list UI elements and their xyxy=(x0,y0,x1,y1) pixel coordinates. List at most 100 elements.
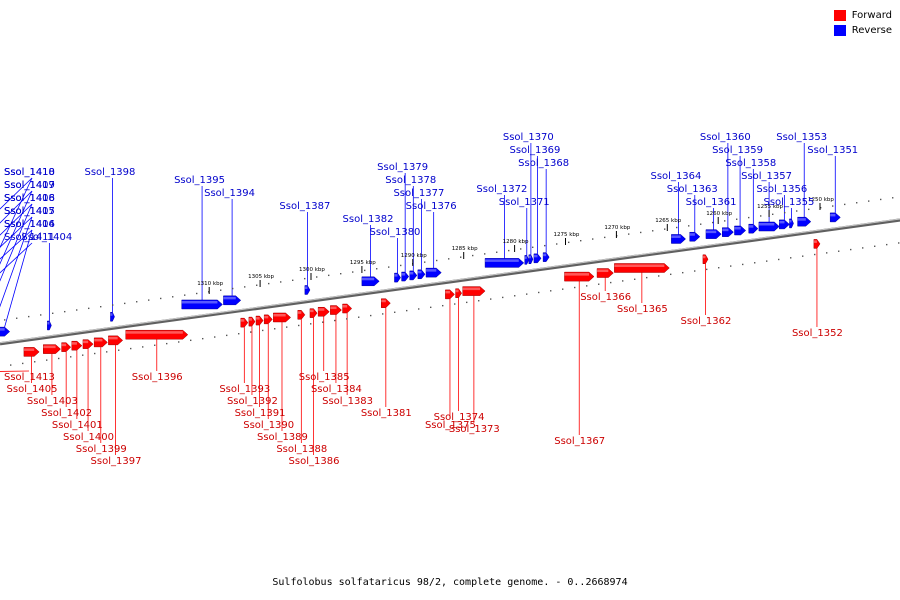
gene-arrow-Ssol_1398[interactable] xyxy=(110,312,115,322)
gene-arrow-Ssol_1359[interactable] xyxy=(734,225,747,236)
gene-arrow-Ssol_1355[interactable] xyxy=(789,218,794,229)
gene-label-Ssol_1377[interactable]: Ssol_1377 xyxy=(393,188,444,199)
gene-arrow-Ssol_1381[interactable] xyxy=(380,298,391,308)
gene-arrow-Ssol_1374[interactable] xyxy=(455,288,462,298)
gene-label-Ssol_1392[interactable]: Ssol_1392 xyxy=(227,396,278,407)
gene-label-Ssol_1403[interactable]: Ssol_1403 xyxy=(27,396,78,407)
gene-label-Ssol_1399[interactable]: Ssol_1399 xyxy=(76,444,127,455)
gene-arrow-Ssol_1387[interactable] xyxy=(304,285,311,295)
gene-arrow-Ssol_1357[interactable] xyxy=(758,221,780,232)
gene-arrow-Ssol_1367[interactable] xyxy=(564,271,595,282)
gene-label-Ssol_1359[interactable]: Ssol_1359 xyxy=(712,145,763,156)
gene-arrow-Ssol_1372[interactable] xyxy=(484,258,525,268)
gene-label-Ssol_1404[interactable]: Ssol_1404 xyxy=(21,232,72,243)
gene-arrow-Ssol_1385[interactable] xyxy=(317,306,330,317)
gene-label-Ssol_1370[interactable]: Ssol_1370 xyxy=(503,132,554,143)
gene-label-Ssol_1394[interactable]: Ssol_1394 xyxy=(204,188,255,199)
gene-label-Ssol_1387[interactable]: Ssol_1387 xyxy=(279,201,330,212)
gene-label-Ssol_1391[interactable]: Ssol_1391 xyxy=(235,408,286,419)
gene-arrow-Ssol_1390[interactable] xyxy=(263,314,273,325)
gene-label-Ssol_1402[interactable]: Ssol_1402 xyxy=(41,408,92,419)
gene-arrow-Ssol_1397[interactable] xyxy=(108,335,124,346)
gene-arrow-Ssol_1378[interactable] xyxy=(409,270,418,281)
gene-label-Ssol_1375[interactable]: Ssol_1375 xyxy=(425,420,476,431)
gene-label-Ssol_1386[interactable]: Ssol_1386 xyxy=(289,456,340,467)
gene-label-Ssol_1355[interactable]: Ssol_1355 xyxy=(763,197,814,208)
gene-arrow-Ssol_1352[interactable] xyxy=(813,239,821,249)
gene-label-Ssol_1405[interactable]: Ssol_1405 xyxy=(7,384,58,395)
gene-arrow-Ssol_1376[interactable] xyxy=(425,267,442,278)
gene-label-Ssol_1379[interactable]: Ssol_1379 xyxy=(377,162,428,173)
gene-label-Ssol_1364[interactable]: Ssol_1364 xyxy=(650,171,701,182)
gene-label-Ssol_1362[interactable]: Ssol_1362 xyxy=(680,316,731,327)
gene-label-Ssol_1414[interactable]: Ssol_1414 xyxy=(4,219,55,230)
gene-arrow-Ssol_1358[interactable] xyxy=(748,223,759,234)
gene-label-Ssol_1376[interactable]: Ssol_1376 xyxy=(406,201,457,212)
gene-arrow-Ssol_1360[interactable] xyxy=(722,227,734,237)
gene-arrow-Ssol_1356[interactable] xyxy=(779,219,790,230)
gene-label-Ssol_1396[interactable]: Ssol_1396 xyxy=(132,372,183,383)
gene-label-Ssol_1361[interactable]: Ssol_1361 xyxy=(686,197,737,208)
gene-label-Ssol_1374[interactable]: Ssol_1374 xyxy=(434,412,485,423)
gene-label-Ssol_1400[interactable]: Ssol_1400 xyxy=(63,432,114,443)
gene-label-Ssol_1401[interactable]: Ssol_1401 xyxy=(52,420,103,431)
gene-label-Ssol_1372[interactable]: Ssol_1372 xyxy=(476,184,527,195)
gene-arrow-Ssol_1394[interactable] xyxy=(223,295,242,306)
gene-arrow-Ssol_1362[interactable] xyxy=(702,254,709,264)
gene-arrow-Ssol_1353[interactable] xyxy=(797,216,812,227)
gene-arrow-Ssol_1386[interactable] xyxy=(309,308,318,318)
gene-label-Ssol_1369[interactable]: Ssol_1369 xyxy=(510,145,561,156)
gene-label-Ssol_1378[interactable]: Ssol_1378 xyxy=(385,175,436,186)
gene-label-Ssol_1409[interactable]: Ssol_1409 xyxy=(4,180,55,191)
gene-label-Ssol_1398[interactable]: Ssol_1398 xyxy=(84,167,135,178)
gene-label-Ssol_1382[interactable]: Ssol_1382 xyxy=(343,214,394,225)
gene-label-Ssol_1388[interactable]: Ssol_1388 xyxy=(276,444,327,455)
gene-arrow-Ssol_1380[interactable] xyxy=(394,272,401,283)
gene-label-Ssol_1356[interactable]: Ssol_1356 xyxy=(756,184,807,195)
gene-label-Ssol_1360[interactable]: Ssol_1360 xyxy=(700,132,751,143)
gene-arrow-Ssol_1375[interactable] xyxy=(445,289,455,300)
gene-label-Ssol_1417[interactable]: Ssol_1417 xyxy=(4,180,55,191)
gene-label-Ssol_1384[interactable]: Ssol_1384 xyxy=(311,384,362,395)
gene-arrow-Ssol_1402[interactable] xyxy=(61,342,72,352)
gene-arrow-Ssol_1388[interactable] xyxy=(297,310,306,320)
gene-label-Ssol_1408[interactable]: Ssol_1408 xyxy=(4,193,55,204)
gene-arrow-Ssol_1403[interactable] xyxy=(43,344,61,354)
gene-label-Ssol_1393[interactable]: Ssol_1393 xyxy=(219,384,270,395)
gene-label-Ssol_1373[interactable]: Ssol_1373 xyxy=(449,424,500,435)
gene-arrow-Ssol_1389[interactable] xyxy=(273,312,292,323)
gene-arrow-Ssol_1382[interactable] xyxy=(361,276,380,287)
gene-label-Ssol_1407[interactable]: Ssol_1407 xyxy=(4,206,55,217)
gene-label-Ssol_1385[interactable]: Ssol_1385 xyxy=(299,372,350,383)
gene-arrow-Ssol_1399[interactable] xyxy=(93,337,108,348)
gene-arrow-Ssol_1383[interactable] xyxy=(342,303,353,314)
gene-label-Ssol_1406[interactable]: Ssol_1406 xyxy=(4,219,55,230)
gene-label-Ssol_1358[interactable]: Ssol_1358 xyxy=(725,158,776,169)
gene-arrow-Ssol_1393[interactable] xyxy=(240,317,249,328)
gene-label-Ssol_1363[interactable]: Ssol_1363 xyxy=(667,184,718,195)
gene-arrow-Ssol_1370[interactable] xyxy=(528,254,534,265)
gene-label-Ssol_1413[interactable]: Ssol_1413 xyxy=(4,372,55,383)
gene-label-Ssol_1416[interactable]: Ssol_1416 xyxy=(4,193,55,204)
gene-arrow-Ssol_1395[interactable] xyxy=(181,299,223,310)
gene-label-Ssol_1351[interactable]: Ssol_1351 xyxy=(807,145,858,156)
gene-label-Ssol_1381[interactable]: Ssol_1381 xyxy=(361,408,412,419)
gene-arrow-Ssol_1371[interactable] xyxy=(524,255,530,265)
gene-label-Ssol_1353[interactable]: Ssol_1353 xyxy=(776,132,827,143)
gene-arrow-Ssol_1400[interactable] xyxy=(82,339,94,349)
gene-label-Ssol_1367[interactable]: Ssol_1367 xyxy=(554,436,605,447)
gene-arrow-Ssol_1396[interactable] xyxy=(125,329,189,340)
gene-label-Ssol_1389[interactable]: Ssol_1389 xyxy=(257,432,308,443)
gene-arrow-Ssol_1363[interactable] xyxy=(689,231,701,242)
gene-arrow-Ssol_1364[interactable] xyxy=(671,234,686,244)
gene-arrow-Ssol_1377[interactable] xyxy=(417,269,426,280)
gene-arrow-Ssol_1373[interactable] xyxy=(462,286,486,296)
gene-label-Ssol_1410[interactable]: Ssol_1410 xyxy=(4,167,55,178)
gene-label-Ssol_1371[interactable]: Ssol_1371 xyxy=(499,197,550,208)
gene-label-Ssol_1415[interactable]: Ssol_1415 xyxy=(4,206,55,217)
gene-label-Ssol_1411[interactable]: Ssol_1411 xyxy=(4,232,55,243)
gene-arrow-Ssol_1365[interactable] xyxy=(614,263,670,273)
gene-arrow-Ssol_1379[interactable] xyxy=(401,271,410,282)
gene-arrow-Ssol_1369[interactable] xyxy=(533,253,542,264)
gene-arrow-Ssol_1401[interactable] xyxy=(71,340,83,351)
